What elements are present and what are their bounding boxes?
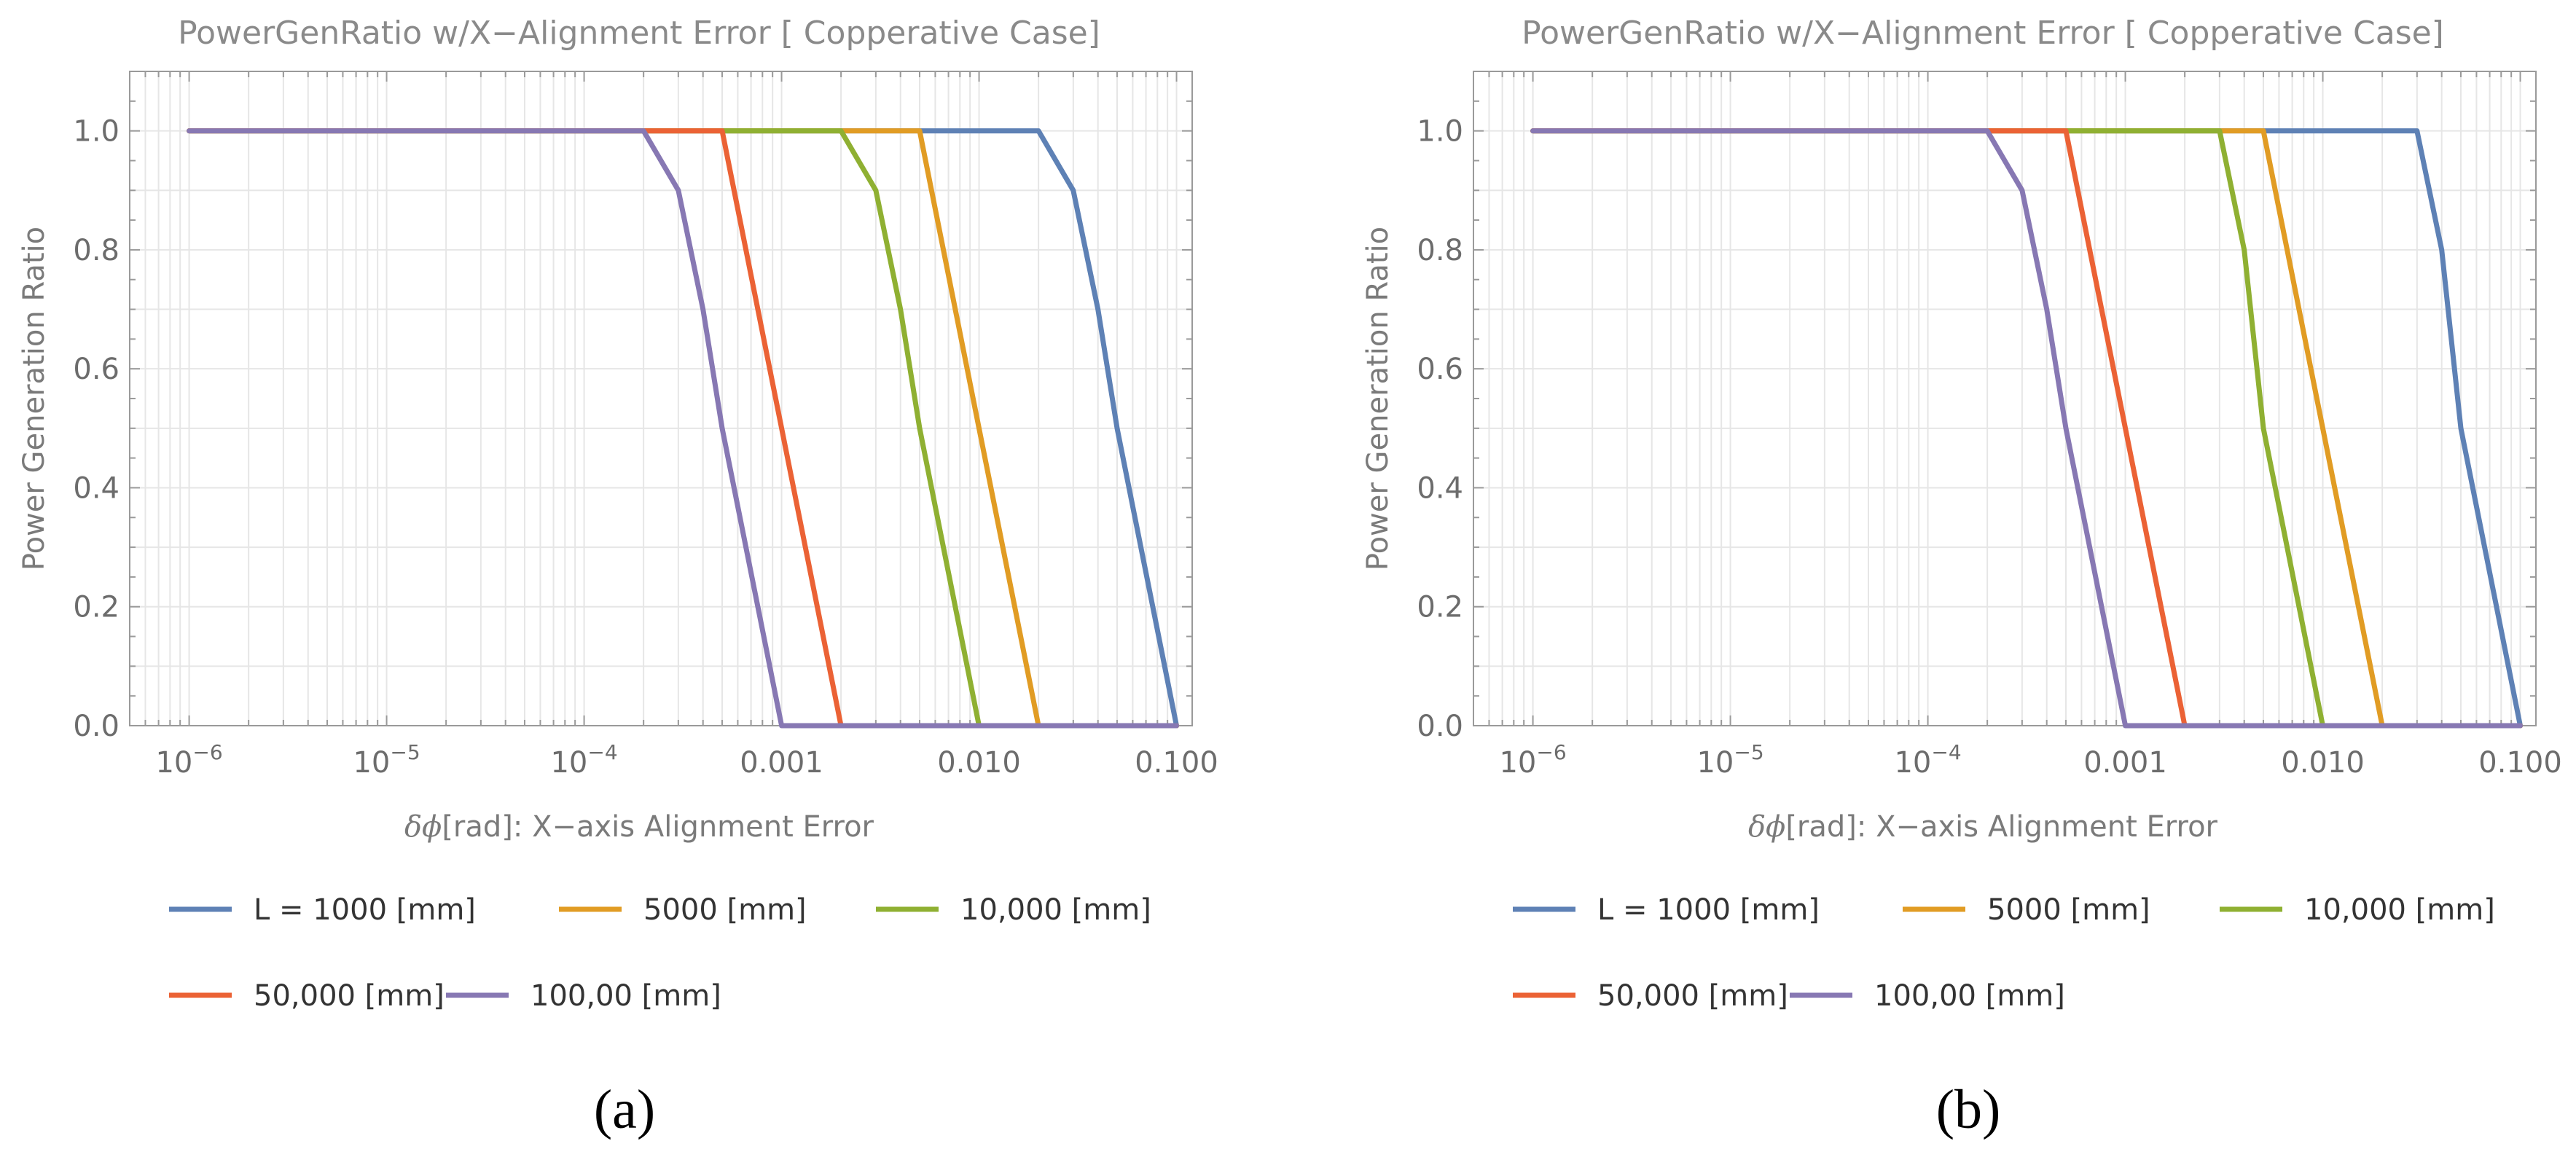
x-tick-label: 0.010 <box>937 746 1021 780</box>
legend-label: 100,00 [mm] <box>531 979 721 1013</box>
x-tick-label: 0.100 <box>1135 746 1218 780</box>
y-tick-label: 0.8 <box>73 234 120 267</box>
legend-label: L = 1000 [mm] <box>1597 893 1820 927</box>
y-tick-label: 0.4 <box>1417 471 1463 505</box>
series-line-5 <box>1530 128 2523 729</box>
legend-label: 5000 [mm] <box>1987 893 2150 927</box>
x-tick-label: 0.100 <box>2478 746 2562 780</box>
y-axis-title: Power Generation Ratio <box>1361 227 1395 570</box>
tick-marks <box>129 71 1192 726</box>
legend-label: 10,000 [mm] <box>960 893 1151 927</box>
legend-label: 5000 [mm] <box>643 893 807 927</box>
y-tick-label: 0.6 <box>1417 353 1463 386</box>
x-tick-label: 0.001 <box>740 746 823 780</box>
x-tick-label: 10−5 <box>353 740 420 780</box>
x-tick-label: 10−6 <box>1499 740 1566 780</box>
legend: L = 1000 [mm] 5000 [mm] 10,000 [mm] 50,000 … <box>1513 893 2495 1013</box>
panel-b: 0.0 0.2 0.4 0.6 0.8 1.0 10−6 10−5 10−4 0.001 0.010… <box>1344 0 2576 1157</box>
plot-frame <box>1473 71 2537 726</box>
legend: L = 1000 [mm] 5000 [mm] 10,000 [mm] 50,000 … <box>169 893 1151 1013</box>
y-tick-label: 0.6 <box>73 353 120 386</box>
series-lines <box>1530 128 2523 729</box>
chart-title: PowerGenRatio w/X−Alignment Error [ Copp… <box>1522 15 2444 52</box>
y-tick-label: 1.0 <box>1417 115 1463 149</box>
x-tick-label: 10−4 <box>1894 740 1961 780</box>
chart-a: 0.0 0.2 0.4 0.6 0.8 1.0 10−6 10−5 10−4 0.001 0.010… <box>17 15 1218 1140</box>
y-tick-label: 0.8 <box>1417 234 1463 267</box>
tick-marks <box>1473 71 2536 726</box>
y-tick-label: 0.0 <box>1417 710 1463 743</box>
y-tick-label: 0.0 <box>73 710 120 743</box>
panel-caption: (b) <box>1936 1079 2001 1140</box>
legend-label: L = 1000 [mm] <box>254 893 476 927</box>
x-tick-label: 10−6 <box>155 740 222 780</box>
y-tick-label: 0.2 <box>1417 591 1463 624</box>
plot-frame <box>129 71 1193 726</box>
x-tick-label: 10−5 <box>1696 740 1763 780</box>
chart-title: PowerGenRatio w/X−Alignment Error [ Copp… <box>178 15 1100 52</box>
legend-label: 10,000 [mm] <box>2304 893 2495 927</box>
gridlines <box>1473 71 2536 726</box>
x-tick-label: 0.001 <box>2083 746 2167 780</box>
panel-caption: (a) <box>594 1079 655 1140</box>
x-tick-label: 10−4 <box>550 740 617 780</box>
legend-label: 50,000 [mm] <box>1597 979 1788 1013</box>
y-tick-label: 1.0 <box>73 115 120 149</box>
series-lines <box>187 128 1179 729</box>
chart-b: 0.0 0.2 0.4 0.6 0.8 1.0 10−6 10−5 10−4 0.001 0.010… <box>1361 15 2562 1140</box>
x-tick-label: 0.010 <box>2281 746 2365 780</box>
y-tick-label: 0.4 <box>73 471 120 505</box>
legend-label: 50,000 [mm] <box>254 979 445 1013</box>
x-axis-title: δϕ[rad]: X−axis Alignment Error <box>1748 810 2218 844</box>
legend-label: 100,00 [mm] <box>1874 979 2065 1013</box>
series-line-5 <box>187 128 1179 729</box>
gridlines <box>129 71 1192 726</box>
panel-a: 0.0 0.2 0.4 0.6 0.8 1.0 10−6 10−5 10−4 0.001 0.010… <box>17 15 1218 1140</box>
y-tick-label: 0.2 <box>73 591 120 624</box>
y-axis-title: Power Generation Ratio <box>17 227 51 570</box>
x-axis-title: δϕ[rad]: X−axis Alignment Error <box>404 810 874 844</box>
